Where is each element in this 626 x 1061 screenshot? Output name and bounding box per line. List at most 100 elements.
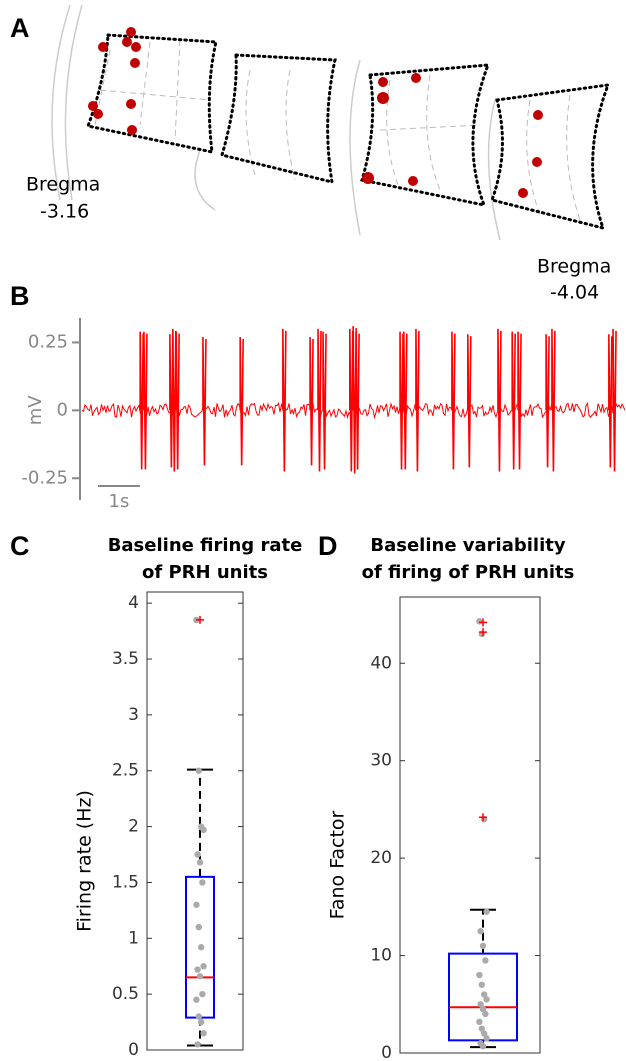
data-point (478, 981, 485, 988)
bregma-value: -3.16 (40, 201, 89, 223)
site (378, 77, 388, 87)
site (131, 42, 141, 52)
y-tick-label: 3.5 (112, 649, 139, 669)
data-point (476, 971, 483, 979)
y-axis-label: mV (25, 395, 46, 426)
spike (402, 331, 408, 470)
data-point (481, 991, 488, 998)
outlier (196, 615, 204, 624)
spike (399, 331, 404, 470)
spike (282, 328, 287, 472)
section-outline (220, 53, 337, 184)
y-tick-label: -0.25 (21, 467, 68, 488)
panel-a: A Bregma -3.16 Bregma -4.04 (10, 4, 611, 304)
spike (497, 328, 502, 472)
data-point (196, 973, 204, 980)
data-point (482, 957, 489, 964)
spike (415, 328, 420, 472)
outlier (479, 628, 487, 637)
y-tick-label: 2 (128, 817, 139, 837)
section-outline (85, 33, 218, 154)
data-point (195, 1013, 202, 1020)
y-tick-label: 1.5 (112, 872, 139, 892)
spike (608, 334, 613, 468)
y-tick-label: 0 (128, 1040, 139, 1060)
axes-box (399, 596, 541, 1054)
section-inner (94, 39, 581, 221)
chart-title: of PRH units (142, 562, 268, 583)
spike (467, 334, 472, 468)
y-tick-label: 10 (370, 946, 392, 966)
section-outline (360, 63, 491, 208)
data-point (200, 963, 207, 970)
site (98, 42, 108, 52)
spike (545, 334, 550, 468)
spike (355, 331, 360, 470)
spike (511, 331, 516, 470)
panel-label: C (10, 531, 30, 561)
data-point (198, 944, 205, 951)
axes-box (146, 591, 244, 1051)
spike (143, 331, 148, 470)
spike (172, 328, 177, 472)
data-point (194, 966, 201, 973)
box (448, 952, 518, 1042)
data-point (482, 1010, 489, 1018)
site (126, 99, 136, 109)
data-point (481, 1030, 488, 1037)
outlier (479, 618, 487, 627)
site (411, 73, 421, 83)
data-point (196, 859, 204, 866)
site (127, 125, 137, 135)
y-tick-label: 0 (381, 1043, 392, 1061)
data-point (477, 1001, 484, 1008)
panel-label: B (10, 281, 30, 311)
data-point (200, 826, 207, 834)
site (122, 37, 132, 47)
data-point (198, 1018, 205, 1026)
y-axis-label: Fano Factor (327, 810, 349, 919)
spike (451, 331, 456, 470)
data-point (195, 923, 202, 931)
section-arc (51, 4, 501, 241)
y-tick-label: 1 (128, 928, 139, 948)
site (126, 27, 136, 37)
site (408, 176, 418, 186)
spike (612, 328, 617, 472)
data-point (476, 1018, 483, 1026)
spike (551, 328, 556, 472)
site (533, 110, 543, 120)
data-point (199, 990, 206, 998)
data-point (195, 767, 202, 774)
section-outline (490, 83, 611, 231)
y-axis-label: Firing rate (Hz) (74, 790, 96, 932)
y-tick-label: 2.5 (112, 761, 139, 781)
y-tick-label: 40 (370, 653, 392, 673)
spike (517, 331, 522, 470)
site (362, 172, 374, 184)
outlier (479, 813, 487, 822)
spike (239, 337, 244, 466)
data-point (479, 942, 487, 950)
y-tick-label: 0.25 (28, 331, 68, 352)
data-point (476, 618, 483, 625)
y-tick-label: 3 (128, 705, 139, 725)
bregma-value: -4.04 (550, 282, 599, 304)
panel-label: D (318, 531, 338, 561)
spike (202, 337, 207, 466)
chart-title: of firing of PRH units (362, 562, 575, 583)
scale-bar-label: 1s (109, 491, 130, 512)
panel-label: A (10, 13, 30, 43)
y-tick-label: 30 (370, 751, 392, 771)
site (93, 109, 103, 119)
chart-title: Baseline firing rate (108, 535, 303, 556)
data-point (483, 1035, 490, 1042)
site (88, 101, 98, 111)
spike (175, 331, 180, 470)
spike (317, 328, 322, 472)
chart-title: Baseline variability (370, 535, 565, 556)
data-point (193, 996, 200, 1003)
recording-sites (88, 27, 543, 198)
bregma-label: Bregma (537, 256, 611, 278)
spike (349, 328, 354, 472)
